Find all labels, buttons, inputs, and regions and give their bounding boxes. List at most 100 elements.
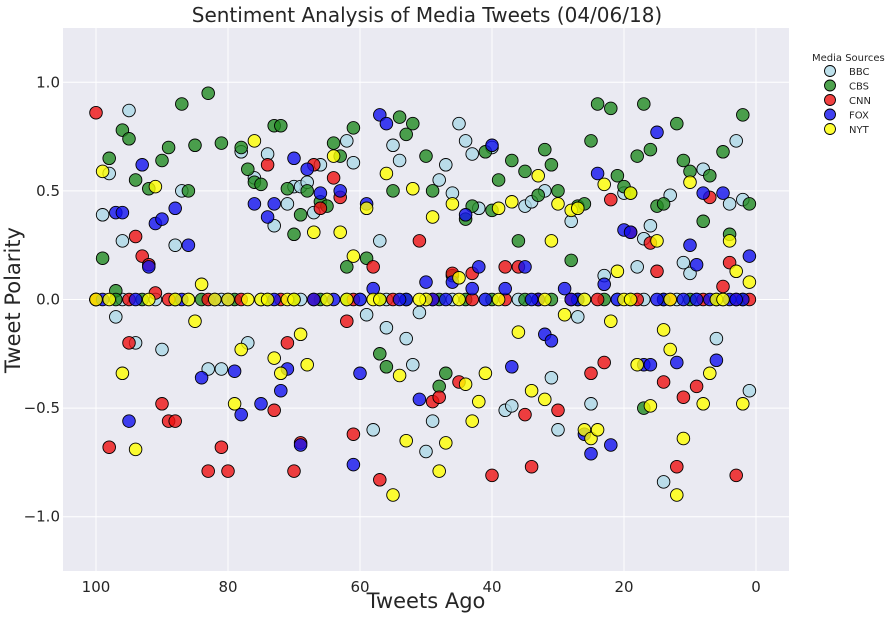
data-point — [458, 208, 473, 222]
data-point — [142, 260, 156, 274]
data-point — [439, 292, 453, 307]
data-point — [293, 208, 308, 222]
y-tick-label: 0.5 — [36, 182, 60, 200]
data-point — [650, 292, 664, 307]
data-point — [650, 264, 664, 279]
data-points — [89, 86, 757, 502]
data-point — [412, 234, 427, 248]
data-point — [703, 168, 717, 183]
data-point — [485, 468, 499, 483]
data-point — [597, 177, 611, 192]
data-point — [379, 320, 394, 335]
x-tick-label: 60 — [350, 578, 369, 596]
legend-marker — [824, 123, 836, 135]
data-point — [709, 353, 724, 368]
y-tick-labels: 1.0 0.5 0.0 −0.5 −1.0 — [24, 73, 60, 525]
data-point — [630, 357, 644, 372]
data-point — [729, 468, 743, 483]
data-point — [716, 279, 730, 294]
data-point — [551, 184, 565, 198]
data-point — [439, 366, 453, 381]
data-point — [142, 292, 156, 307]
series-fox — [95, 108, 757, 472]
legend-label: NYT — [849, 125, 870, 136]
data-point — [604, 101, 618, 116]
data-point — [491, 201, 506, 216]
data-point — [452, 116, 466, 131]
data-point — [95, 208, 110, 222]
data-point — [326, 171, 341, 185]
data-point — [392, 368, 407, 383]
data-point — [689, 379, 704, 394]
data-point — [386, 138, 400, 153]
chart-title: Sentiment Analysis of Media Tweets (04/0… — [192, 3, 662, 27]
data-point — [412, 392, 427, 407]
data-point — [313, 186, 328, 200]
data-point — [465, 414, 479, 428]
data-point — [452, 292, 466, 307]
data-point — [458, 134, 473, 148]
data-point — [399, 127, 413, 142]
data-point — [544, 158, 559, 172]
data-point — [544, 334, 559, 348]
data-point — [689, 257, 704, 272]
data-point — [214, 440, 229, 454]
data-point — [419, 275, 433, 289]
legend-title: Media Sources — [812, 53, 885, 64]
data-point — [452, 271, 466, 285]
series-nyt — [89, 134, 757, 502]
data-point — [551, 403, 565, 418]
data-point — [544, 234, 559, 248]
data-point — [643, 399, 658, 413]
data-point — [181, 292, 196, 307]
data-point — [194, 370, 209, 385]
data-point — [630, 149, 644, 163]
data-point — [439, 158, 453, 172]
data-point — [412, 292, 427, 307]
data-point — [287, 227, 301, 242]
data-point — [128, 292, 143, 307]
data-point — [742, 275, 757, 289]
legend-label: CBS — [849, 82, 869, 93]
data-point — [221, 292, 235, 307]
data-point — [234, 140, 248, 155]
data-point — [432, 173, 446, 187]
data-point — [650, 125, 664, 140]
data-point — [102, 440, 116, 454]
data-point — [386, 488, 400, 502]
legend: Media Sources BBC CBS CNN FOX NYT — [812, 53, 885, 136]
data-point — [366, 260, 380, 274]
data-point — [472, 394, 486, 409]
data-point — [458, 377, 473, 391]
data-point — [505, 399, 519, 413]
data-point — [379, 360, 394, 374]
data-point — [524, 459, 539, 474]
data-point — [505, 195, 519, 209]
data-point — [267, 197, 281, 211]
data-point — [122, 414, 136, 428]
data-point — [736, 397, 750, 411]
data-point — [676, 390, 691, 404]
data-point — [722, 197, 737, 211]
data-point — [472, 260, 486, 274]
data-point — [656, 475, 671, 489]
data-point — [89, 105, 103, 120]
data-point — [419, 149, 433, 163]
data-point — [267, 351, 281, 365]
data-point — [254, 397, 268, 411]
data-point — [346, 427, 361, 441]
legend-entry: FOX — [824, 108, 869, 122]
data-point — [122, 103, 136, 118]
data-point — [102, 151, 116, 166]
data-point — [742, 197, 757, 211]
data-point — [307, 292, 321, 307]
data-point — [274, 366, 288, 381]
data-point — [683, 175, 697, 189]
data-point — [168, 292, 182, 307]
data-point — [386, 184, 400, 198]
data-point — [630, 260, 644, 274]
data-point — [656, 197, 671, 211]
data-point — [274, 383, 288, 398]
data-point — [234, 342, 248, 357]
data-point — [643, 218, 658, 233]
